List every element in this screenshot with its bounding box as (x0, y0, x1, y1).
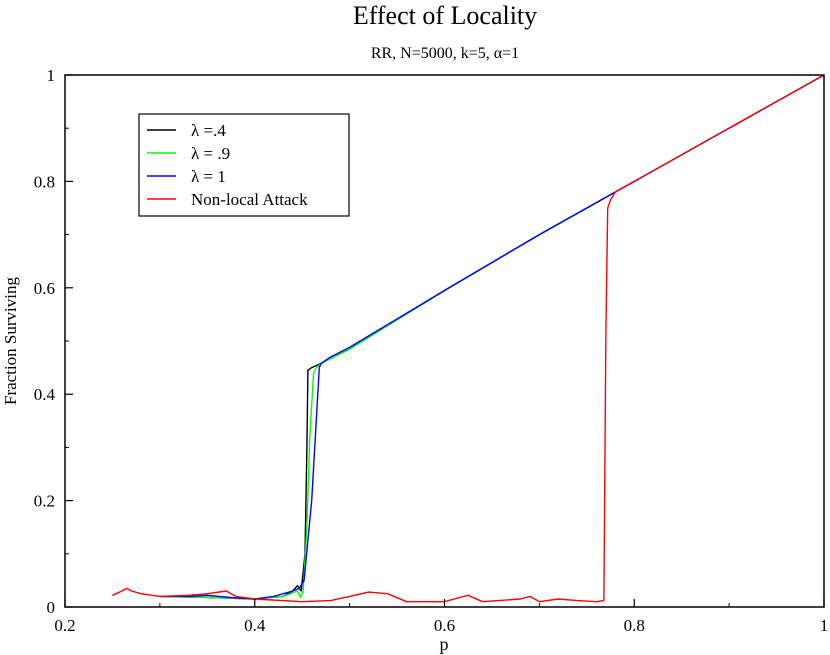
y-tick-label: 0.2 (34, 492, 55, 511)
legend-items: λ =.4 λ = .9 λ = 1 Non-local Attack (147, 121, 308, 209)
chart-title: Effect of Locality (353, 1, 537, 30)
y-tick-label: 0.8 (34, 172, 55, 191)
y-tick-label: 1 (47, 66, 56, 85)
legend: λ =.4 λ = .9 λ = 1 Non-local Attack (138, 113, 350, 217)
x-axis-label: p (440, 634, 449, 654)
ticks-layer: 0.2 0.4 0.6 0.8 100.20.40.60.81 (34, 66, 829, 635)
y-axis-label: Fraction Surviving (1, 277, 20, 405)
legend-label-2: λ = 1 (191, 167, 226, 186)
legend-label-0: λ =.4 (191, 121, 226, 140)
x-tick-label: 0.8 (624, 616, 645, 635)
legend-label-3: Non-local Attack (191, 190, 308, 209)
y-tick-label: 0.6 (34, 279, 55, 298)
y-tick-label: 0.4 (34, 385, 56, 404)
series-line-2 (159, 74, 825, 600)
x-tick-label: 1 (820, 616, 829, 635)
x-tick-label: 0.4 (244, 616, 266, 635)
y-tick-label: 0 (47, 598, 56, 617)
x-tick-label: 0.6 (434, 616, 455, 635)
legend-label-1: λ = .9 (191, 144, 230, 163)
chart-subtitle: RR, N=5000, k=5, α=1 (371, 45, 519, 62)
x-tick-label: 0.2 (54, 616, 75, 635)
